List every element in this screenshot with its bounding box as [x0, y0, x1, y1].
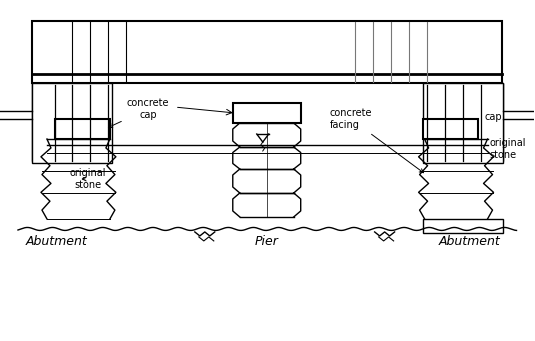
Bar	[32, 21, 501, 83]
Bar	[475, 83, 502, 161]
Text: cap: cap	[485, 112, 502, 122]
Text: Abutment: Abutment	[439, 235, 500, 248]
Bar	[55, 119, 110, 139]
Bar	[423, 219, 502, 233]
Bar	[423, 83, 502, 163]
Text: Abutment: Abutment	[26, 235, 88, 248]
Text: concrete
cap: concrete cap	[109, 98, 169, 128]
Text: original
stone: original stone	[70, 168, 106, 190]
Bar	[233, 103, 301, 123]
Text: Pier: Pier	[255, 235, 279, 248]
Bar	[423, 119, 478, 139]
Text: original
stone: original stone	[490, 138, 526, 160]
Bar	[32, 83, 112, 163]
Bar	[32, 83, 60, 161]
Text: concrete
facing: concrete facing	[330, 108, 424, 173]
